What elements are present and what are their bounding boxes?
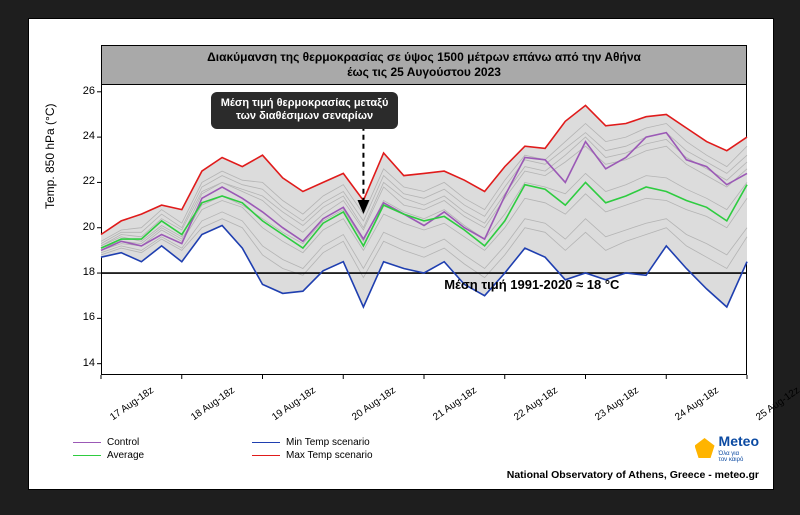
footer-org: National Observatory of Athens, Greece -… — [507, 469, 759, 481]
y-tick: 26 — [65, 85, 95, 97]
annotation-line2: των διαθέσιμων σεναρίων — [221, 110, 389, 124]
legend-item: Average — [73, 450, 234, 461]
legend: Control Min Temp scenario Average Max Temp … — [73, 437, 413, 461]
y-tick: 16 — [65, 311, 95, 323]
y-tick: 14 — [65, 357, 95, 369]
chart-card: Διακύμανση της θερμοκρασίας σε ύψος 1500… — [28, 18, 774, 490]
logo-mark-icon — [695, 438, 715, 458]
legend-label: Control — [107, 437, 139, 448]
legend-label: Average — [107, 450, 144, 461]
y-tick: 20 — [65, 221, 95, 233]
legend-swatch — [252, 455, 280, 456]
y-tick: 18 — [65, 266, 95, 278]
legend-label: Max Temp scenario — [286, 450, 373, 461]
legend-label: Min Temp scenario — [286, 437, 370, 448]
baseline-label: Μέση τιμή 1991-2020 ≈ 18 °C — [444, 277, 619, 292]
logo-text: Meteo Όλα για τον καιρό — [719, 433, 759, 463]
chart-svg — [29, 19, 773, 489]
meteo-logo: Meteo Όλα για τον καιρό — [695, 433, 759, 463]
legend-swatch — [252, 442, 280, 443]
legend-item: Control — [73, 437, 234, 448]
legend-swatch — [73, 442, 101, 443]
legend-item: Max Temp scenario — [252, 450, 413, 461]
legend-item: Min Temp scenario — [252, 437, 413, 448]
y-tick: 22 — [65, 175, 95, 187]
legend-swatch — [73, 455, 101, 456]
annotation-callout: Μέση τιμή θερμοκρασίας μεταξύ των διαθέσ… — [211, 92, 399, 130]
annotation-line1: Μέση τιμή θερμοκρασίας μεταξύ — [221, 97, 389, 111]
y-tick: 24 — [65, 130, 95, 142]
